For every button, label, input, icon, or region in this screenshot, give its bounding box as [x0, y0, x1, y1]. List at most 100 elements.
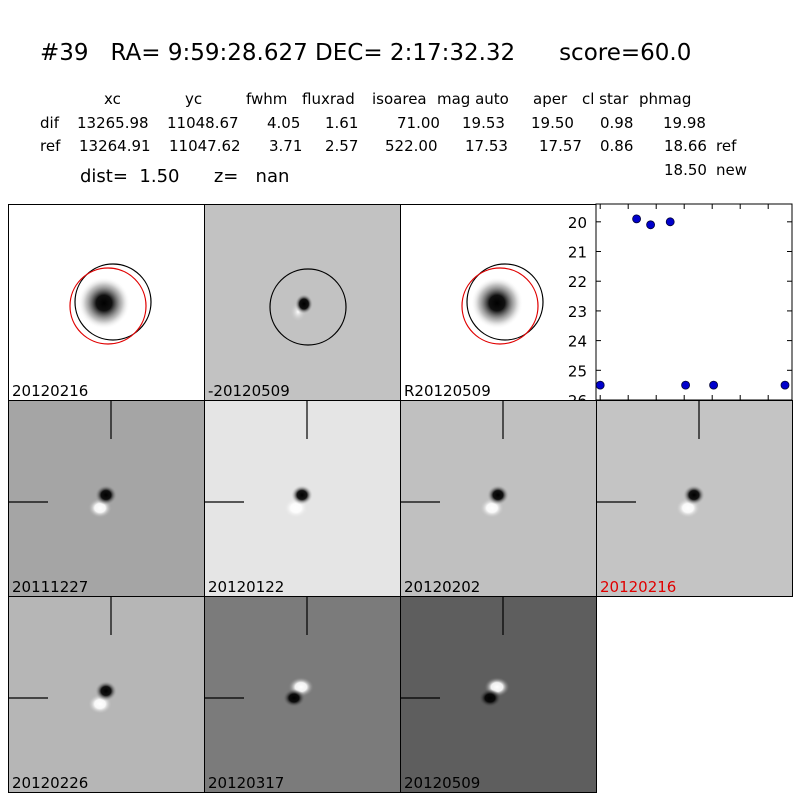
row-dif-fwhm: 4.05: [267, 114, 301, 132]
dipole-dark-lobe: [479, 689, 501, 707]
row-ref-isoarea: 522.00: [385, 137, 438, 155]
row-dif-cl-star: 0.98: [600, 114, 634, 132]
row-ref-fluxrad: 2.57: [325, 137, 359, 155]
stamp-image: [597, 401, 792, 596]
row-ref-suffix: ref: [716, 137, 737, 155]
row-ref-xc: 13264.91: [79, 137, 151, 155]
stamp-label: 20120202: [404, 578, 481, 596]
row-dif-phmag: 19.98: [663, 114, 706, 132]
object-id: #39: [40, 40, 89, 66]
col-header-mag-auto: mag auto: [437, 90, 509, 108]
stamp-panel: 20111227: [8, 400, 205, 597]
stamp-label: 20111227: [12, 578, 89, 596]
stamp-image: [9, 597, 204, 792]
stamp-image: [401, 401, 596, 596]
data-point: [646, 220, 655, 230]
stamp-image: [205, 401, 400, 596]
data-point: [709, 380, 718, 390]
ref-circle: [269, 268, 347, 346]
z-value: nan: [255, 166, 290, 187]
stamp-image: [401, 597, 596, 792]
row-ref-aper: 17.57: [539, 137, 582, 155]
data-point: [780, 380, 790, 390]
dipole-dark-lobe: [283, 689, 305, 707]
row-ref-yc: 11047.62: [169, 137, 241, 155]
row-dif-fluxrad: 1.61: [325, 114, 359, 132]
stamp-label: 20120317: [208, 774, 285, 792]
y-tick-label: 21: [568, 244, 587, 262]
dipole-dark-lobe: [291, 485, 313, 505]
stamp-label: 20120122: [208, 578, 285, 596]
stamp-label: 20120216: [600, 578, 677, 596]
row-ref-cl-star: 0.86: [600, 137, 634, 155]
dipole-dark-lobe: [683, 485, 705, 505]
dist-label: dist=: [80, 166, 128, 187]
score-label: score=60.0: [559, 40, 692, 66]
col-header-isoarea: isoarea: [372, 90, 427, 108]
stamp-label: 20120226: [12, 774, 89, 792]
stamp-panel: 20120216: [596, 400, 793, 597]
ref-image: [9, 205, 204, 400]
dipole-dark-lobe: [95, 485, 117, 505]
ref-image-panel: 20120216: [8, 204, 205, 401]
data-point: [595, 380, 605, 390]
col-header-cl-star: cl star: [582, 90, 629, 108]
row-ref-mag-auto: 17.53: [465, 137, 508, 155]
phmag-new-value: 18.50: [664, 161, 707, 179]
y-tick-label: 20: [568, 214, 587, 232]
dipole-dark-lobe: [487, 485, 509, 505]
dist-line: dist= 1.50 z= nan: [80, 166, 289, 187]
row-dif-xc: 13265.98: [77, 114, 149, 132]
col-header-aper: aper: [533, 90, 568, 108]
y-tick-label: 23: [568, 303, 587, 321]
col-header-fwhm: fwhm: [246, 90, 288, 108]
stamp-panel: 20120122: [204, 400, 401, 597]
stamp-panel: 20120202: [400, 400, 597, 597]
y-tick-label: 24: [568, 333, 587, 351]
source-blob: [78, 277, 130, 329]
new-circle: [461, 267, 539, 345]
phmag-new-suffix: new: [716, 161, 748, 179]
dipole-dark-lobe: [95, 681, 117, 701]
row-ref-name: ref: [40, 137, 61, 155]
dist-value: 1.50: [139, 166, 180, 187]
header-title: #39 RA= 9:59:28.627 DEC= 2:17:32.32 scor…: [40, 40, 691, 66]
stamp-panel: 20120509: [400, 596, 597, 793]
panel-label: R20120509: [404, 382, 491, 400]
ref-new-image: [401, 205, 596, 400]
stamp-panel: 20120317: [204, 596, 401, 793]
diff-image: [205, 205, 400, 400]
panel-label: 20120216: [12, 382, 89, 400]
row-dif-isoarea: 71.00: [397, 114, 440, 132]
data-point: [665, 217, 675, 227]
diff-image-panel: -20120509: [204, 204, 401, 401]
stamp-image: [205, 597, 400, 792]
data-point: [632, 214, 641, 224]
ra-label: RA= 9:59:28.627: [110, 40, 308, 66]
col-header-yc: yc: [185, 90, 203, 108]
stamp-image: [9, 401, 204, 596]
row-dif-aper: 19.50: [531, 114, 574, 132]
stamp-label: 20120509: [404, 774, 481, 792]
y-tick-label: 22: [568, 273, 587, 291]
col-header-xc: xc: [104, 90, 121, 108]
light-curve-chart: 20212223242526020406080100120: [568, 203, 793, 421]
light-curve-svg: 20212223242526020406080100120: [568, 203, 793, 421]
row-ref-fwhm: 3.71: [269, 137, 303, 155]
data-point: [681, 380, 690, 390]
stamp-panel: 20120226: [8, 596, 205, 793]
z-label: z=: [213, 166, 239, 187]
new-circle: [69, 267, 147, 345]
row-dif-mag-auto: 19.53: [462, 114, 505, 132]
ref-circle: [466, 263, 544, 341]
dec-label: DEC= 2:17:32.32: [315, 40, 516, 66]
row-ref-phmag: 18.66: [664, 137, 707, 155]
row-dif-name: dif: [40, 114, 59, 132]
col-header-fluxrad: fluxrad: [302, 90, 355, 108]
y-tick-label: 25: [568, 362, 587, 380]
col-header-phmag: phmag: [639, 90, 692, 108]
panel-label: -20120509: [208, 382, 290, 400]
ref-circle: [74, 263, 152, 341]
plot-frame: [595, 203, 793, 401]
row-dif-yc: 11048.67: [167, 114, 239, 132]
